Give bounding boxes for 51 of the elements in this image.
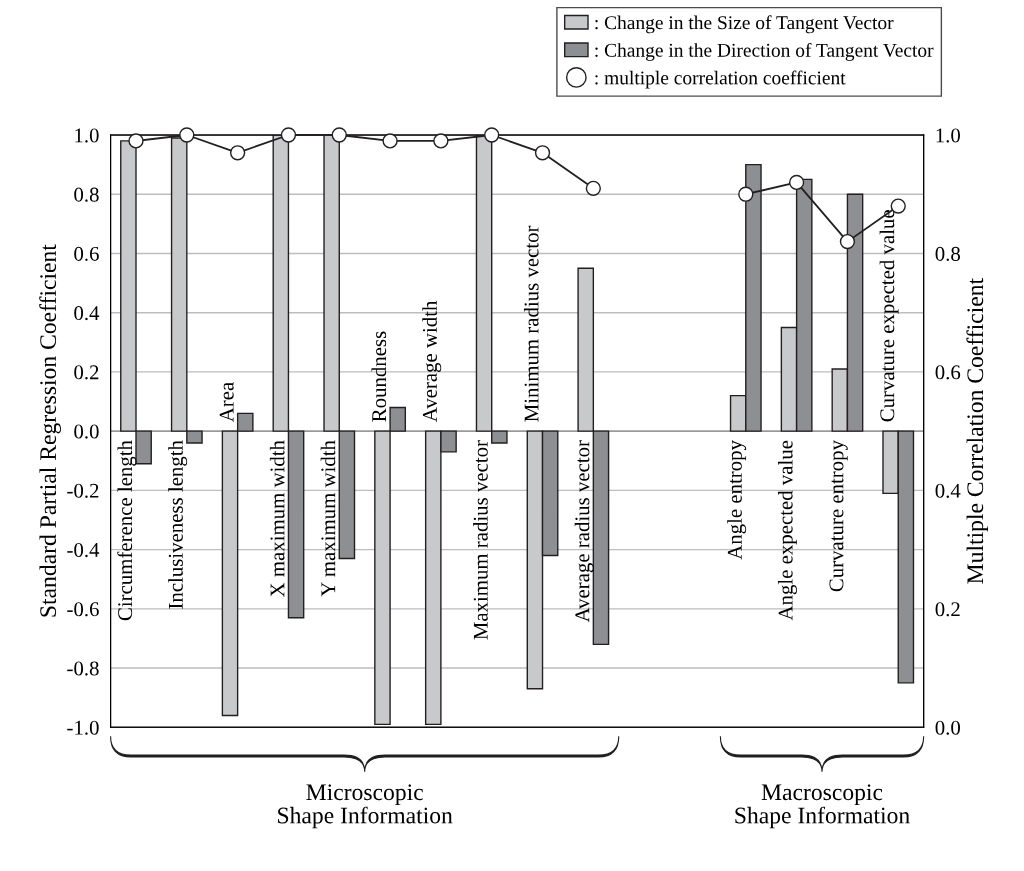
- point: [484, 127, 500, 143]
- legend-label: : Change in the Size of Tangent Vector: [595, 15, 894, 34]
- point: [433, 133, 449, 149]
- y-tick-label: 1.0: [75, 128, 99, 143]
- x-tick-label: Minimum radius vector: [523, 225, 539, 422]
- y-tick-label: 0.4: [74, 306, 100, 321]
- x-tick-label: Angle entropy: [727, 440, 747, 560]
- text: Microscopic Shape Information: [278, 784, 453, 829]
- x-tick-label: Average width: [422, 300, 442, 423]
- y-tick-label: -0.8: [67, 661, 99, 676]
- point: [534, 145, 551, 161]
- y2-tick-label: 0.6: [935, 365, 961, 380]
- point: [382, 133, 398, 149]
- y-tick-label: -0.2: [67, 483, 99, 498]
- y-tick-label: 0.2: [74, 365, 99, 380]
- y-tick-label: -0.4: [67, 542, 100, 558]
- x-tick-label: Average radius vector: [574, 440, 594, 623]
- y2-axis-title: Multiple Correlation Coefficient: [966, 278, 989, 584]
- y-tick-label: 0.8: [74, 187, 99, 202]
- x-tick-label: Y maximum width: [320, 440, 336, 597]
- x-tick-label: Area: [219, 382, 234, 423]
- point: [128, 133, 144, 149]
- point: [738, 186, 754, 202]
- y-tick-label: -0.6: [67, 602, 99, 617]
- x-tick-label: X maximum width: [269, 440, 285, 597]
- y2-tick-label: 1.0: [936, 128, 961, 143]
- point: [179, 127, 195, 143]
- y2-tick-label: 0.2: [935, 602, 960, 617]
- point: [229, 145, 246, 161]
- point: [280, 127, 297, 143]
- x-tick-label: Inclusiveness length: [168, 440, 188, 609]
- y2-tick-label: 0.8: [935, 246, 961, 261]
- x-tick-label: Circumference length: [117, 440, 137, 621]
- point: [331, 127, 347, 143]
- y-tick-label: -1.0: [67, 720, 99, 735]
- point: [788, 174, 805, 191]
- point: [839, 233, 856, 250]
- x-tick-label: Curvature entropy: [829, 440, 848, 592]
- y-tick-label: 0.6: [74, 246, 99, 261]
- x-tick-label: Angle expected value: [777, 440, 797, 621]
- x-tick-label: Curvature expected value: [879, 210, 899, 422]
- y-axis-title: Standard Partial Regression Coefficient: [39, 244, 61, 617]
- point: [585, 180, 601, 196]
- y2-tick-label: 0.4: [935, 483, 961, 498]
- y-tick-label: 0.0: [74, 424, 99, 439]
- legend-label: : multiple correlation coefficient: [595, 70, 846, 89]
- x-tick-label: Roundness: [371, 331, 387, 422]
- y2-tick-label: 0.0: [935, 720, 961, 735]
- text: Macroscopic Shape Information: [735, 784, 910, 829]
- legend-label: : Change in the Direction of Tangent Vector: [595, 42, 934, 61]
- x-tick-label: Maximum radius vector: [473, 440, 488, 640]
